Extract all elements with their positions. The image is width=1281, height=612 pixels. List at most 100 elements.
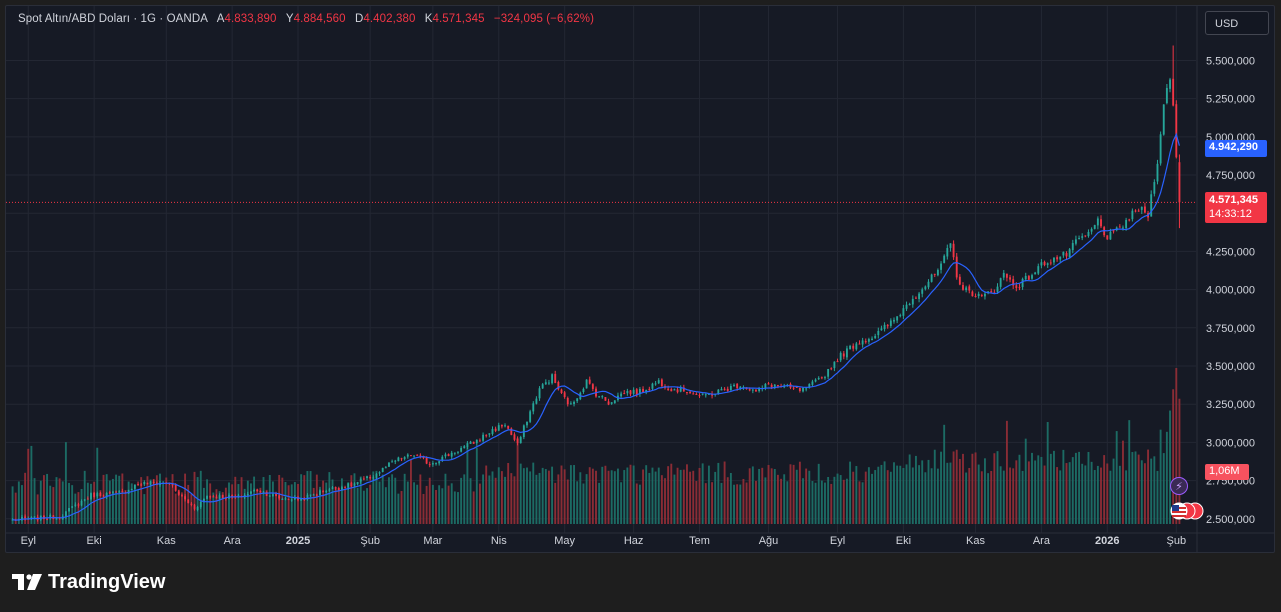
candle-body (911, 298, 914, 305)
volume-bar (679, 469, 682, 524)
volume-bar (519, 463, 522, 524)
candle-body (347, 483, 350, 488)
candle-body (874, 335, 877, 339)
candle-body (557, 382, 560, 390)
volume-bar (720, 482, 723, 524)
volume-bar (372, 471, 375, 524)
candle-body (519, 437, 522, 444)
candle-body (1081, 236, 1084, 238)
high-key: Y (285, 13, 294, 25)
candle-body (46, 518, 49, 520)
x-tick-label: Şub (360, 535, 380, 547)
x-tick-label: Kas (966, 535, 985, 547)
chart-frame[interactable]: 5.500,0005.250,0005.000,0004.750,0004.50… (5, 5, 1275, 553)
candle-body (642, 388, 644, 393)
symbol-legend[interactable]: Spot Altın/ABD Doları · 1G · OANDA A4.83… (18, 13, 594, 25)
candle-body (281, 498, 284, 500)
candle-body (447, 454, 450, 457)
volume-bar (902, 468, 905, 524)
volume-bar (409, 459, 412, 524)
volume-bar (711, 482, 713, 524)
volume-bar (250, 483, 252, 524)
candle-body (1018, 287, 1021, 289)
volume-bar (1074, 452, 1077, 524)
volume-bar (770, 468, 773, 524)
volume-bar (1109, 470, 1112, 524)
volume-bar (798, 461, 801, 524)
tradingview-logo[interactable]: TradingView (12, 569, 165, 595)
volume-bar (1005, 420, 1008, 524)
volume-bar (667, 466, 670, 524)
volume-bar (1062, 449, 1065, 524)
candle-body (181, 495, 183, 497)
volume-bar (177, 489, 180, 524)
volume-bar (181, 492, 183, 524)
candle-body (1134, 210, 1137, 212)
candle-body (102, 495, 105, 497)
volume-bar (591, 468, 594, 524)
candle-body (504, 425, 506, 427)
volume-bar (714, 471, 717, 524)
volume-bar (588, 467, 591, 524)
candle-body (905, 304, 908, 309)
candle-body (491, 429, 494, 435)
candle-body (968, 286, 971, 291)
currency-button[interactable]: USD (1205, 11, 1269, 35)
volume-bar (334, 488, 337, 524)
volume-bar (108, 480, 111, 524)
candle-body (1031, 275, 1033, 279)
volume-bar (1165, 431, 1168, 524)
volume-bar (943, 424, 946, 524)
candle-body (1068, 249, 1071, 258)
tradingview-logo-icon (12, 574, 42, 590)
candle-body (378, 472, 381, 474)
lightning-icon[interactable]: ⚡ (1170, 477, 1188, 495)
volume-bar (80, 488, 83, 524)
volume-bar (726, 477, 729, 524)
volume-bar (673, 474, 676, 524)
volume-bar (1150, 458, 1153, 524)
volume-bar (472, 491, 475, 524)
x-tick-label: Haz (624, 535, 644, 547)
volume-bar (137, 489, 139, 524)
candle-body (146, 482, 149, 485)
volume-bar (121, 473, 124, 524)
candle-body (482, 434, 485, 441)
volume-bar (149, 479, 152, 524)
volume-bar (1143, 463, 1146, 524)
price-chart[interactable]: 5.500,0005.250,0005.000,0004.750,0004.50… (6, 6, 1274, 552)
candle-body (996, 286, 999, 292)
volume-bar (1012, 468, 1015, 524)
volume-bar (560, 465, 563, 524)
candle-body (1175, 104, 1178, 158)
volume-bar (1009, 467, 1011, 524)
candle-body (729, 385, 732, 391)
volume-bar (733, 484, 735, 524)
candle-body (1128, 219, 1131, 221)
volume-bar (1049, 453, 1052, 524)
time-axis: Eyl Eki Kas Ara 2025 Şub Mar Nis May Haz Tem Ağu Eyl… (6, 532, 1274, 547)
candle-body (325, 491, 328, 493)
candle-body (174, 485, 177, 491)
volume-bar (1018, 454, 1021, 524)
candle-body (711, 394, 713, 396)
volume-bar (833, 476, 836, 524)
volume-bar (604, 465, 607, 524)
candle-body (529, 411, 532, 422)
candle-body (193, 504, 196, 510)
candle-body (1059, 256, 1062, 260)
volume-bar (554, 482, 557, 524)
candle-body (391, 461, 394, 463)
volume-bar (516, 438, 519, 524)
moving-average-line (12, 132, 1180, 521)
volume-bar (444, 473, 447, 524)
volume-bar (1027, 461, 1030, 524)
volume-bar (287, 485, 290, 524)
us-flag-icon[interactable] (1169, 502, 1205, 520)
volume-bar (629, 464, 632, 524)
candle-body (974, 295, 977, 297)
volume-bar (494, 477, 497, 524)
volume-bar (544, 469, 547, 524)
volume-bar (93, 481, 96, 524)
candle-body (984, 293, 986, 297)
